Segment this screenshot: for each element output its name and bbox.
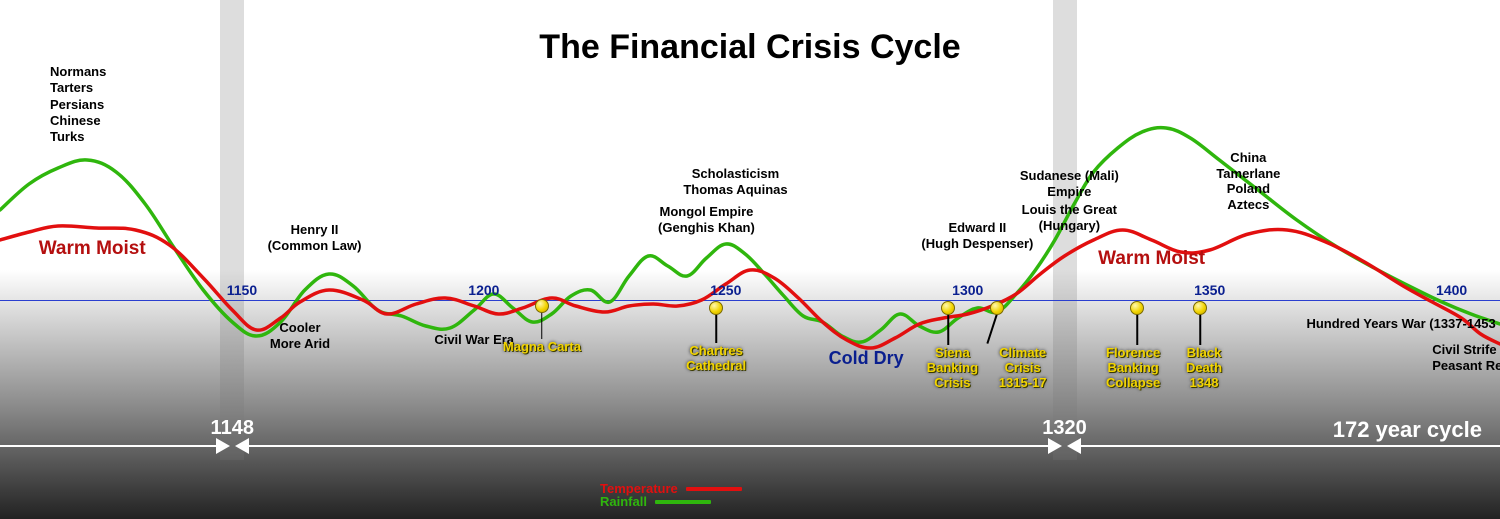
axis-tick-label: 1250 xyxy=(710,282,741,298)
climate-label: Warm Moist xyxy=(39,238,146,260)
cycle-arrow-head xyxy=(1067,438,1081,454)
upper-annotation: Henry II (Common Law) xyxy=(268,222,362,253)
upper-annotation: Sudanese (Mali) Empire xyxy=(1020,168,1119,199)
cycle-year-label: 1320 xyxy=(1042,417,1087,440)
climate-label: Cold Dry xyxy=(829,348,904,369)
legend-item: Rainfall xyxy=(600,495,742,508)
upper-annotation: Scholasticism Thomas Aquinas xyxy=(683,166,787,197)
upper-annotation: Louis the Great (Hungary) xyxy=(1022,202,1117,233)
legend-swatch xyxy=(686,487,742,491)
x-axis-line xyxy=(0,300,1500,301)
side-annotation: Hundred Years War (1337-1453 xyxy=(1306,316,1495,332)
event-marker-dot xyxy=(990,301,1004,315)
cycle-arrow-head xyxy=(1048,438,1062,454)
axis-tick-label: 1150 xyxy=(227,282,257,298)
cycle-arrow-line xyxy=(0,445,218,447)
chart-stage: The Financial Crisis Cycle 1150 1200 1250 1… xyxy=(0,0,1500,519)
climate-label: Warm Moist xyxy=(1098,248,1205,270)
event-marker-dot xyxy=(1130,301,1144,315)
axis-tick-label: 1200 xyxy=(468,282,499,298)
event-marker-label: Magna Carta xyxy=(503,340,581,355)
event-marker-stem xyxy=(1136,313,1138,345)
event-marker-stem xyxy=(715,313,717,343)
event-marker-label: Black Death 1348 xyxy=(1186,346,1222,391)
cycle-arrow-head xyxy=(216,438,230,454)
upper-annotation: Mongol Empire (Genghis Khan) xyxy=(658,204,755,235)
legend-swatch xyxy=(655,500,711,504)
event-marker-stem xyxy=(1199,313,1201,345)
cycle-arrow-line xyxy=(1079,445,1500,447)
event-marker-dot xyxy=(941,301,955,315)
axis-tick-label: 1350 xyxy=(1194,282,1225,298)
cycle-year-label: 1148 xyxy=(211,417,254,440)
cycle-length-label: 172 year cycle xyxy=(1333,417,1482,443)
chart-title: The Financial Crisis Cycle xyxy=(539,28,960,67)
event-marker-stem xyxy=(948,313,950,345)
event-marker-label: Siena Banking Crisis xyxy=(927,346,978,391)
event-marker-dot xyxy=(709,301,723,315)
legend: TemperatureRainfall xyxy=(600,482,742,508)
left-annotation: Normans Tarters Persians Chinese Turks xyxy=(50,64,106,145)
side-annotation: Civil Strife Peasant Revolt xyxy=(1432,342,1500,373)
legend-label: Rainfall xyxy=(600,495,647,508)
upper-annotation: Edward II (Hugh Despenser) xyxy=(921,220,1033,251)
axis-tick-label: 1400 xyxy=(1436,282,1467,298)
cycle-band xyxy=(220,0,244,460)
side-annotation: Cooler More Arid xyxy=(270,320,330,351)
upper-annotation: China Tamerlane Poland Aztecs xyxy=(1216,150,1280,212)
event-marker-label: Climate Crisis 1315-17 xyxy=(999,346,1047,391)
event-marker-stem xyxy=(541,311,543,339)
event-marker-dot xyxy=(1193,301,1207,315)
event-marker-label: Florence Banking Collapse xyxy=(1106,346,1160,391)
event-marker-label: Chartres Cathedral xyxy=(686,344,746,374)
cycle-arrow-line xyxy=(247,445,1050,447)
event-marker-dot xyxy=(535,299,549,313)
axis-tick-label: 1300 xyxy=(952,282,983,298)
